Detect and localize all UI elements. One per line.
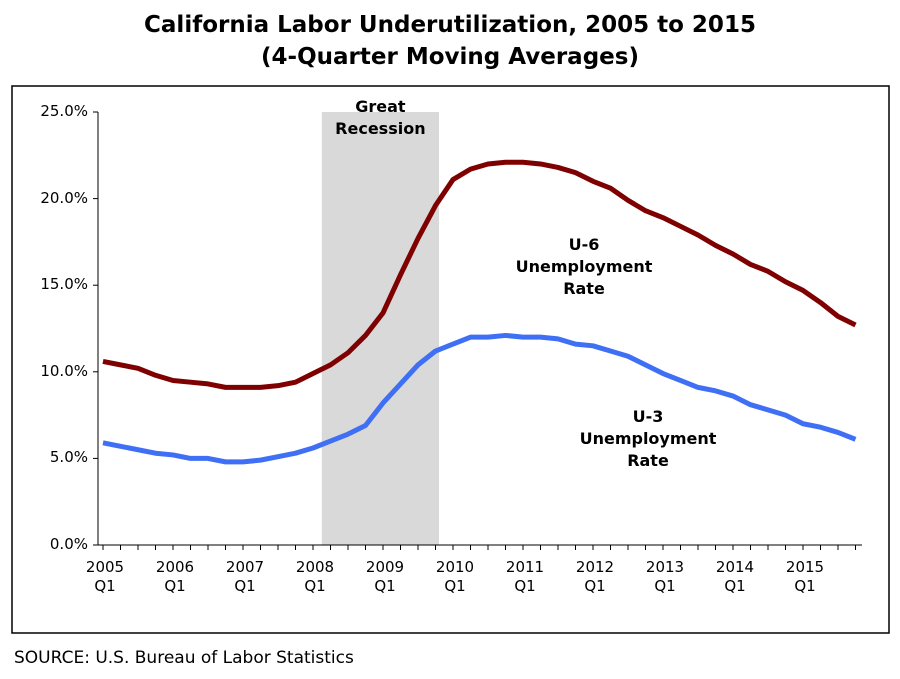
y-tick-label: 15.0% xyxy=(40,275,88,294)
line-series xyxy=(102,159,857,390)
series-label: U-3 Unemployment Rate xyxy=(579,407,717,470)
x-tick-label: 2005 Q1 xyxy=(85,558,125,595)
x-tick-label: 2012 Q1 xyxy=(575,558,615,595)
chart-frame xyxy=(11,85,890,634)
chart-subtitle: (4-Quarter Moving Averages) xyxy=(261,44,639,70)
shaded-region-label: Great Recession xyxy=(335,97,426,138)
y-tick-label: 0.0% xyxy=(49,535,88,553)
x-tick-label: 2011 Q1 xyxy=(505,558,545,595)
x-tick-label: 2010 Q1 xyxy=(435,558,475,595)
chart-title: California Labor Underutilization, 2005 … xyxy=(144,12,756,38)
x-tick-label: 2015 Q1 xyxy=(785,558,825,595)
shaded-region xyxy=(321,112,439,545)
line-series xyxy=(102,332,857,465)
x-tick-label: 2007 Q1 xyxy=(225,558,265,595)
series-label: U-6 Unemployment Rate xyxy=(515,235,653,298)
y-tick-label: 20.0% xyxy=(40,188,88,207)
y-tick-label: 10.0% xyxy=(40,361,88,380)
x-tick-label: 2014 Q1 xyxy=(715,558,755,595)
y-tick-label: 5.0% xyxy=(49,448,88,467)
x-tick-label: 2013 Q1 xyxy=(645,558,685,595)
x-tick-label: 2008 Q1 xyxy=(295,558,335,595)
source-note: SOURCE: U.S. Bureau of Labor Statistics xyxy=(14,648,354,668)
x-tick-label: 2006 Q1 xyxy=(155,558,195,595)
y-tick-label: 25.0% xyxy=(40,102,88,120)
x-tick-label: 2009 Q1 xyxy=(365,558,405,595)
